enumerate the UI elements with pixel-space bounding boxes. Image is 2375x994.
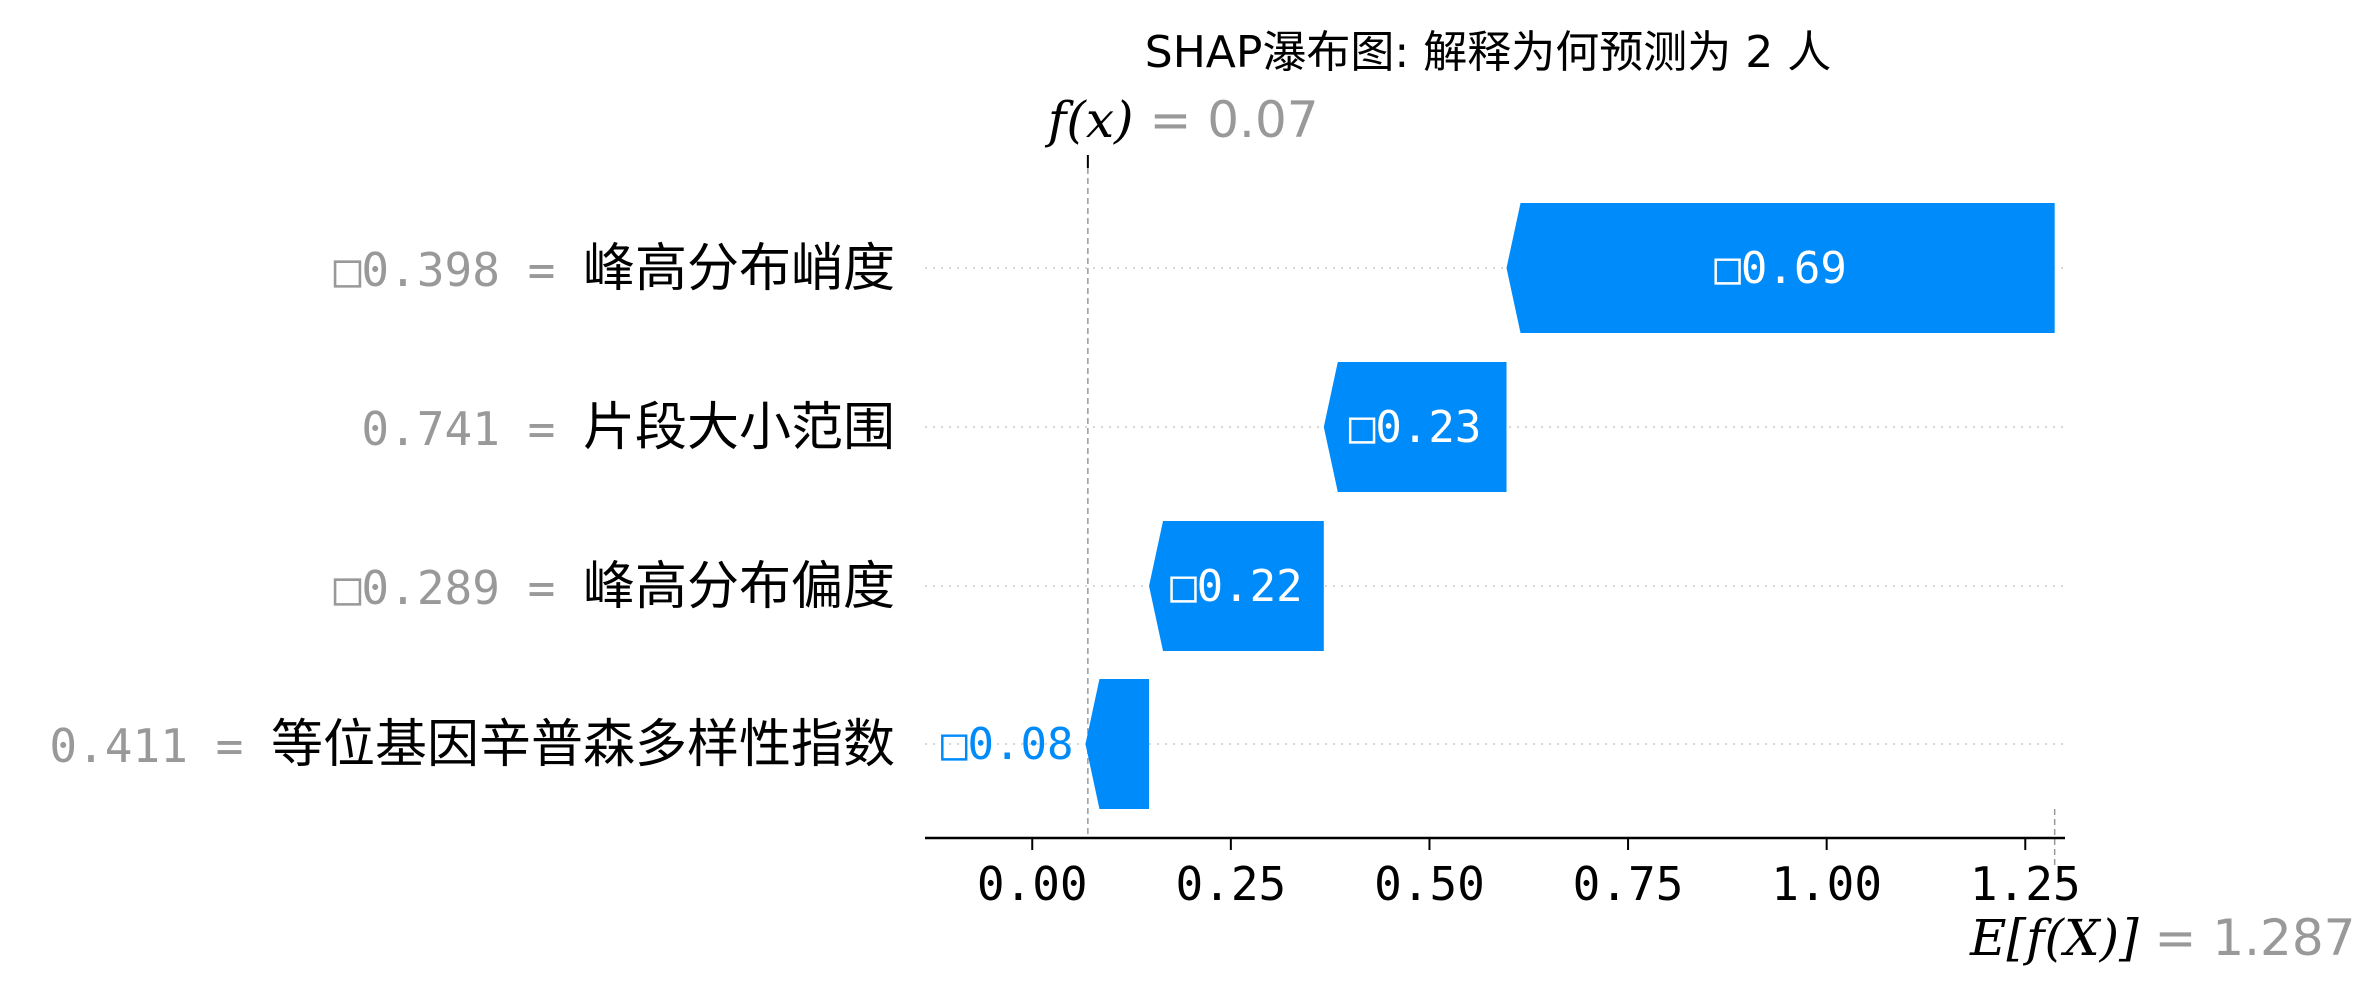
- reference-lines: [1086, 155, 2056, 866]
- feature-value-0: □0.398 =: [334, 243, 583, 297]
- shap-bar-3: [1085, 679, 1150, 809]
- fx-label: f(x): [1044, 91, 1134, 149]
- feature-label-3: 0.411 = 等位基因辛普森多样性指数: [49, 715, 895, 775]
- x-tick-label-2: 0.50: [1374, 857, 1485, 911]
- ex-value: = 1.287: [2139, 909, 2356, 967]
- x-tick-label-5: 1.25: [1970, 857, 2081, 911]
- feature-name-0: 峰高分布峭度: [583, 239, 895, 299]
- shap-bar-label-0: □0.69: [1714, 243, 1846, 294]
- x-axis: 0.00 0.25 0.50 0.75 1.00 1.25: [925, 836, 2081, 911]
- feature-labels: □0.398 = 峰高分布峭度 0.741 = 片段大小范围 □0.289 = 峰高…: [49, 239, 895, 775]
- x-tick-label-0: 0.00: [977, 857, 1088, 911]
- shap-bar-0: [1506, 203, 2055, 333]
- shap-bar-label-3: □0.08: [941, 719, 1073, 770]
- shap-bar-1: [1323, 362, 1507, 492]
- shap-bar-2: [1149, 521, 1324, 651]
- x-tick-label-3: 0.75: [1573, 857, 1684, 911]
- feature-name-3: 等位基因辛普森多样性指数: [271, 715, 895, 775]
- feature-value-3: 0.411 =: [49, 719, 271, 773]
- fx-value: = 0.07: [1134, 91, 1319, 149]
- feature-label-1: 0.741 = 片段大小范围: [361, 398, 895, 458]
- chart-title: SHAP瀑布图: 解释为何预测为 2 人: [1145, 27, 1831, 78]
- shap-bar-labels: □0.69 □0.23 □0.22 □0.08: [941, 243, 1847, 770]
- row-gridlines: [925, 267, 2065, 745]
- shap-bars: [1085, 203, 2055, 809]
- feature-name-1: 片段大小范围: [583, 398, 895, 458]
- feature-label-0: □0.398 = 峰高分布峭度: [334, 239, 895, 299]
- feature-value-2: □0.289 =: [334, 561, 583, 615]
- x-tick-label-4: 1.00: [1771, 857, 1882, 911]
- ex-annotation: E[f(X)] = 1.287: [1969, 909, 2355, 967]
- shap-bar-label-2: □0.22: [1170, 561, 1302, 612]
- shap-bar-label-1: □0.23: [1349, 402, 1481, 453]
- ex-label: E[f(X)]: [1969, 909, 2139, 967]
- feature-label-2: □0.289 = 峰高分布偏度: [334, 557, 895, 617]
- x-tick-label-1: 0.25: [1175, 857, 1286, 911]
- feature-value-1: 0.741 =: [361, 402, 583, 456]
- feature-name-2: 峰高分布偏度: [583, 557, 895, 617]
- value-annotations: f(x) = 0.07 E[f(X)] = 1.287: [1044, 91, 2356, 967]
- fx-annotation: f(x) = 0.07: [1044, 91, 1319, 149]
